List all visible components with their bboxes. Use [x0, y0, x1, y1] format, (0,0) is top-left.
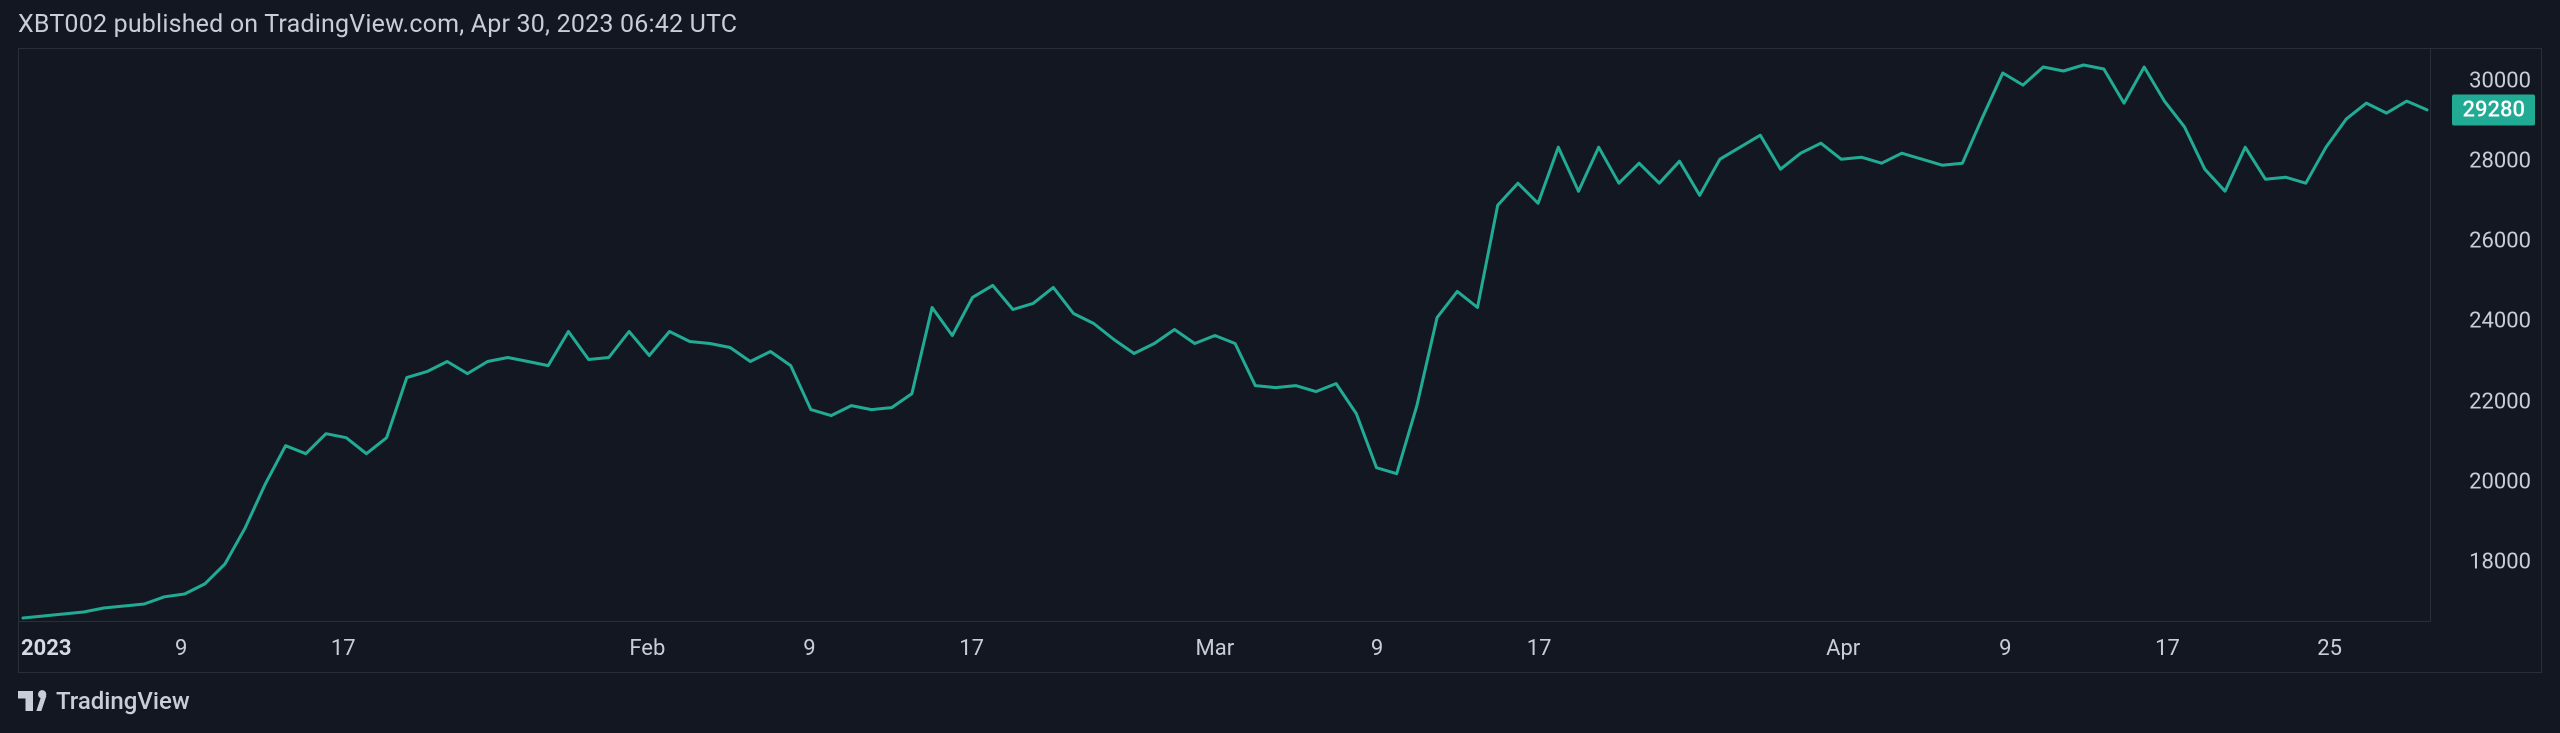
x-axis: 2023 9 17 Feb 9 17 Mar 9 17 Apr 9 17 25 — [19, 621, 2431, 672]
price-line-chart — [19, 49, 2431, 622]
tradingview-logo-icon — [18, 689, 48, 713]
chart-frame: 18000 20000 22000 24000 26000 28000 3000029280… — [18, 48, 2542, 673]
y-tick-label: 22000 — [2469, 389, 2531, 414]
x-tick-label: 17 — [959, 636, 984, 661]
y-tick-label: 18000 — [2469, 549, 2531, 574]
chart-root: XBT002 published on TradingView.com, Apr… — [0, 0, 2560, 733]
y-tick-label: 26000 — [2469, 229, 2531, 254]
y-tick-label: 24000 — [2469, 309, 2531, 334]
y-tick-label: 30000 — [2469, 69, 2531, 94]
x-tick-label: 17 — [2155, 636, 2180, 661]
chart-plot-area[interactable] — [19, 49, 2431, 622]
y-axis: 18000 20000 22000 24000 26000 28000 3000029280 — [2430, 49, 2541, 622]
x-tick-label: 9 — [1371, 636, 1383, 661]
x-tick-label: 9 — [175, 636, 187, 661]
x-tick-label: 25 — [2317, 636, 2342, 661]
current-price-badge: 29280 — [2452, 94, 2535, 125]
x-tick-label: 17 — [1527, 636, 1552, 661]
x-tick-label: 9 — [1999, 636, 2011, 661]
price-series-line — [23, 65, 2427, 618]
footer-brand-label: TradingView — [56, 687, 190, 715]
x-tick-label: Mar — [1196, 636, 1235, 661]
x-tick-label: 2023 — [21, 636, 72, 661]
publish-info: XBT002 published on TradingView.com, Apr… — [18, 10, 737, 39]
y-tick-label: 20000 — [2469, 469, 2531, 494]
footer-branding: TradingView — [18, 687, 190, 715]
x-tick-label: Apr — [1826, 636, 1860, 661]
x-tick-label: Feb — [629, 636, 665, 661]
x-tick-label: 9 — [803, 636, 815, 661]
x-tick-label: 17 — [331, 636, 356, 661]
y-tick-label: 28000 — [2469, 149, 2531, 174]
